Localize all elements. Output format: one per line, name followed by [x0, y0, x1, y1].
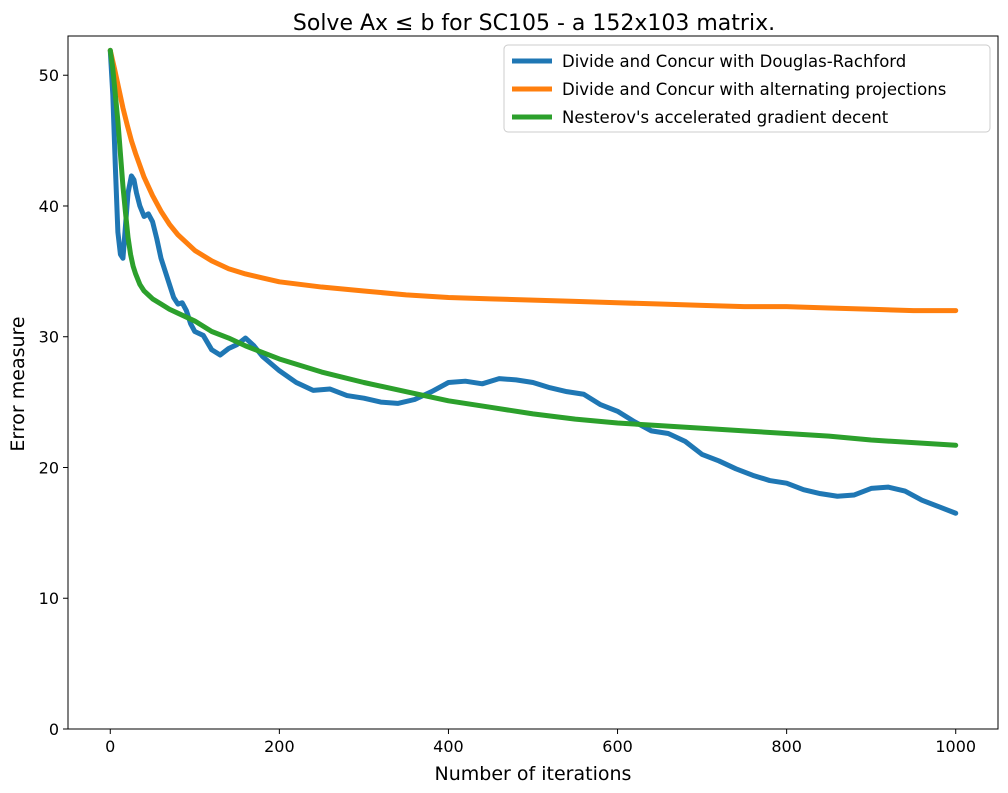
plot-frame — [67, 35, 999, 730]
plot-area — [67, 35, 999, 730]
series-line-1 — [107, 47, 959, 314]
x-tick-label: 800 — [771, 737, 802, 756]
y-tick-label: 50 — [39, 66, 59, 85]
chart-title: Solve Ax ≤ b for SC105 - a 152x103 matri… — [293, 11, 775, 36]
y-tick-label: 40 — [39, 197, 59, 216]
x-tick-label: 200 — [264, 737, 295, 756]
legend-label-2: Nesterov's accelerated gradient decent — [562, 108, 889, 127]
legend-label-0: Divide and Concur with Douglas-Rachford — [562, 52, 906, 71]
x-tick-label: 600 — [602, 737, 633, 756]
legend-marker-0 — [529, 58, 535, 64]
y-tick-label: 0 — [49, 720, 59, 739]
y-axis-label: Error measure — [7, 316, 29, 451]
x-axis: 0 200 400 600 800 1000 — [105, 729, 976, 756]
series-line-2 — [107, 47, 959, 448]
y-tick-label: 20 — [39, 458, 59, 477]
x-tick-label: 1000 — [935, 737, 976, 756]
x-tick-label: 0 — [105, 737, 115, 756]
x-axis-label: Number of iterations — [435, 763, 632, 785]
x-tick-label: 400 — [433, 737, 464, 756]
y-tick-label: 30 — [39, 328, 59, 347]
y-tick-label: 10 — [39, 589, 59, 608]
series-line-0 — [107, 47, 959, 516]
legend-marker-2 — [529, 114, 535, 120]
legend: Divide and Concur with Douglas-Rachford D… — [503, 44, 991, 133]
legend-box — [503, 44, 991, 133]
y-axis: 0 10 20 30 40 50 — [39, 66, 68, 739]
legend-label-1: Divide and Concur with alternating proje… — [562, 80, 946, 99]
legend-marker-1 — [529, 86, 535, 92]
